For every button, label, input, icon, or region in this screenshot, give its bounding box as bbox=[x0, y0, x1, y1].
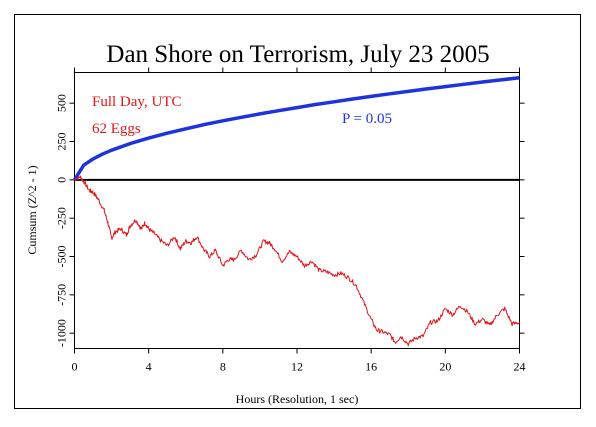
x-tick-label: 8 bbox=[220, 360, 226, 374]
series-line-envelope bbox=[73, 75, 520, 181]
y-tick-label: -750 bbox=[55, 284, 69, 306]
x-tick-label: 12 bbox=[291, 360, 303, 374]
x-axis: 0 4 8 12 16 20 24 bbox=[72, 67, 526, 374]
y-tick-label: 500 bbox=[55, 94, 69, 112]
x-tick-label: 20 bbox=[439, 360, 451, 374]
annotation-period: Full Day, UTC bbox=[92, 94, 181, 110]
y-tick-label: 0 bbox=[55, 177, 69, 183]
y-axis: -1000 -750 -500 -250 0 250 500 bbox=[55, 94, 525, 347]
x-tick-label: 16 bbox=[365, 360, 377, 374]
chart-svg: Dan Shore on Terrorism, July 23 2005 -10… bbox=[25, 41, 526, 406]
annotation-probability: P = 0.05 bbox=[342, 111, 392, 127]
x-axis-label: Hours (Resolution, 1 sec) bbox=[236, 392, 359, 406]
series-line-cumsum bbox=[74, 175, 520, 347]
plot-area bbox=[74, 72, 520, 349]
annotation-eggs: 62 Eggs bbox=[92, 121, 141, 137]
y-axis-label: Cumsum (Z^2 - 1) bbox=[25, 165, 39, 254]
x-tick-label: 4 bbox=[146, 360, 152, 374]
chart-title: Dan Shore on Terrorism, July 23 2005 bbox=[106, 41, 489, 68]
x-tick-label: 24 bbox=[514, 360, 526, 374]
chart-frame: Dan Shore on Terrorism, July 23 2005 -10… bbox=[14, 14, 581, 409]
y-tick-label: -500 bbox=[55, 246, 69, 268]
y-tick-label: -1000 bbox=[55, 319, 69, 347]
x-tick-label: 0 bbox=[72, 360, 78, 374]
y-tick-label: -250 bbox=[55, 207, 69, 229]
y-tick-label: 250 bbox=[55, 133, 69, 151]
